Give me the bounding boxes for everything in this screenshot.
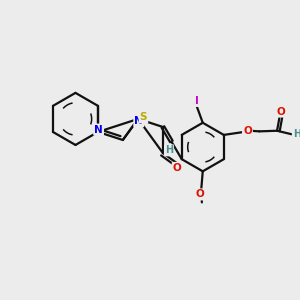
Text: N: N: [94, 124, 103, 135]
Text: O: O: [173, 163, 182, 173]
Text: O: O: [276, 106, 285, 116]
Text: S: S: [140, 112, 147, 122]
Text: I: I: [195, 96, 199, 106]
Text: H: H: [165, 145, 173, 155]
Text: O: O: [195, 189, 204, 200]
Text: O: O: [243, 126, 252, 136]
Text: H: H: [293, 129, 300, 139]
Text: N: N: [134, 116, 143, 126]
